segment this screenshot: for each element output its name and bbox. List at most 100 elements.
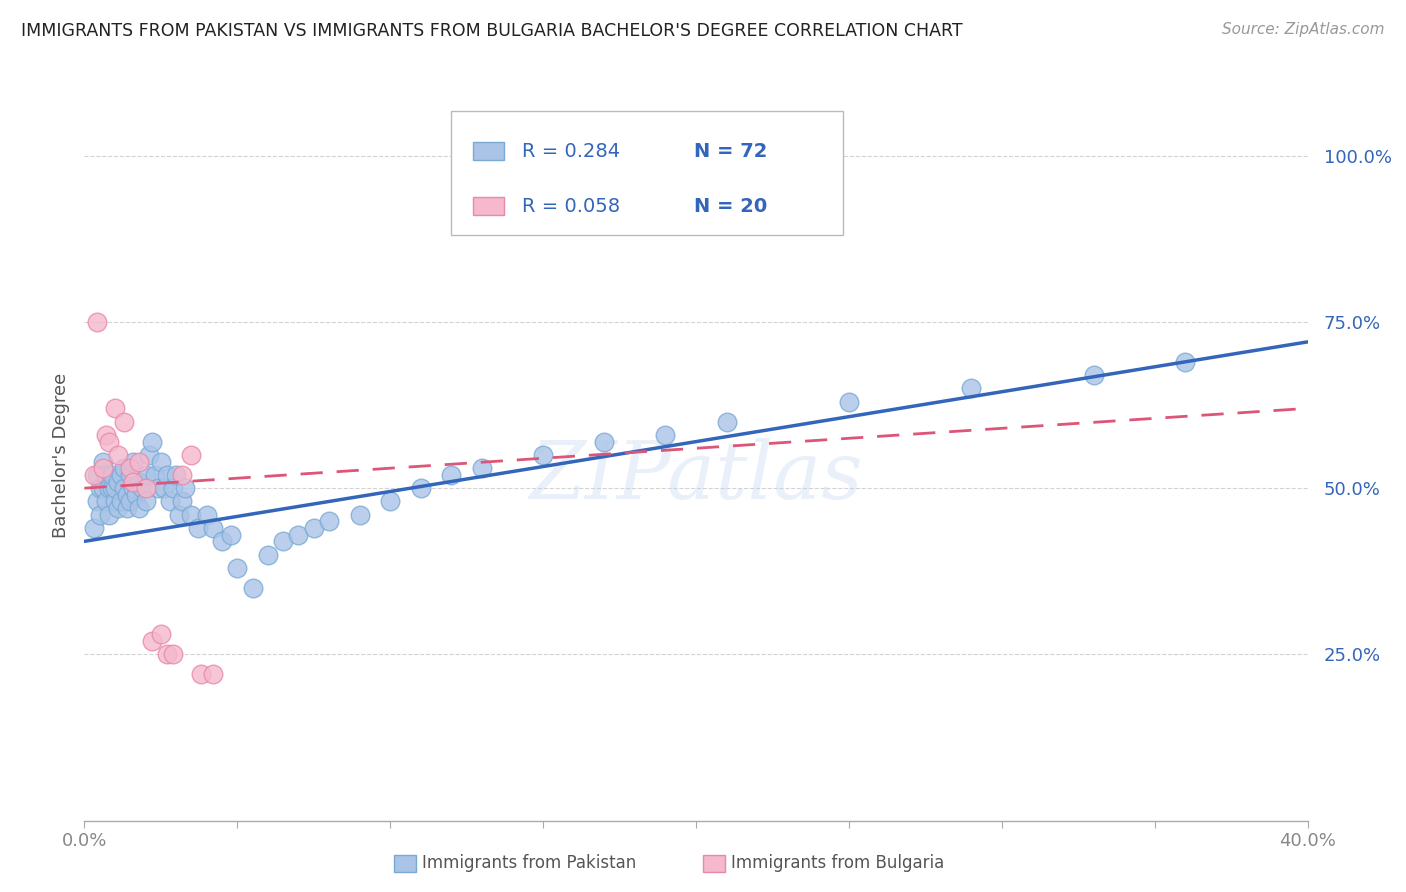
Point (122, 481, 145, 495)
Point (89, 481, 111, 495)
Point (91, 461, 114, 475)
Point (135, 481, 157, 495)
Point (83, 521, 105, 535)
Point (97, 481, 120, 495)
Point (156, 648, 179, 662)
Point (128, 475, 150, 489)
Point (115, 488, 138, 502)
Point (211, 534, 233, 549)
Point (83, 467, 105, 482)
Point (172, 467, 194, 482)
Point (257, 548, 280, 562)
Text: Source: ZipAtlas.com: Source: ZipAtlas.com (1222, 22, 1385, 37)
Point (120, 494, 142, 508)
Point (138, 448, 160, 462)
Point (271, 534, 294, 549)
Point (141, 634, 163, 648)
Bar (474, 197, 503, 215)
Point (120, 467, 142, 482)
Point (201, 521, 224, 535)
Point (180, 508, 202, 522)
Text: R = 0.058: R = 0.058 (522, 197, 620, 216)
Point (440, 467, 463, 482)
Text: Immigrants from Pakistan: Immigrants from Pakistan (422, 855, 636, 872)
Point (226, 561, 249, 575)
Text: R = 0.284: R = 0.284 (522, 142, 620, 161)
Point (86, 467, 108, 482)
Point (190, 667, 212, 681)
Point (86, 494, 108, 508)
Point (146, 481, 169, 495)
Text: N = 20: N = 20 (693, 197, 766, 216)
Point (107, 501, 129, 516)
Point (110, 494, 132, 508)
Point (91, 481, 114, 495)
Point (716, 415, 738, 429)
Point (107, 448, 129, 462)
Point (960, 381, 983, 395)
Point (107, 475, 129, 489)
Text: ZIPatlas: ZIPatlas (529, 438, 863, 516)
Text: Immigrants from Bulgaria: Immigrants from Bulgaria (731, 855, 945, 872)
Point (287, 527, 309, 541)
Point (94, 494, 117, 508)
Text: N = 72: N = 72 (693, 142, 766, 161)
Point (471, 461, 494, 475)
Point (349, 508, 371, 522)
Point (153, 481, 176, 495)
Point (302, 521, 325, 535)
Point (654, 428, 676, 442)
Point (149, 627, 172, 641)
Point (167, 508, 190, 522)
Point (162, 481, 184, 495)
Point (838, 394, 860, 409)
Point (135, 467, 157, 482)
Point (159, 494, 181, 508)
Y-axis label: Bachelor's Degree: Bachelor's Degree (52, 372, 70, 538)
Point (593, 434, 616, 449)
Point (128, 501, 150, 516)
Point (104, 494, 127, 508)
Point (104, 401, 127, 416)
Point (89, 508, 111, 522)
Point (1174, 355, 1197, 369)
Point (135, 494, 157, 508)
Point (125, 488, 148, 502)
Point (104, 481, 127, 495)
Point (186, 521, 208, 535)
Point (143, 467, 166, 482)
Point (86, 315, 108, 329)
Point (242, 581, 264, 595)
Point (115, 501, 138, 516)
Point (219, 527, 242, 541)
Point (91, 454, 114, 468)
Point (94, 467, 117, 482)
Point (380, 494, 402, 508)
Point (141, 434, 163, 449)
Point (201, 667, 224, 681)
Point (128, 454, 150, 468)
Point (149, 454, 172, 468)
Point (97, 434, 120, 449)
Point (101, 481, 124, 495)
Point (172, 494, 194, 508)
Point (101, 467, 124, 482)
Point (112, 415, 135, 429)
Point (180, 448, 202, 462)
Point (165, 467, 187, 482)
Point (122, 475, 145, 489)
Point (131, 481, 153, 495)
Point (174, 481, 197, 495)
Point (156, 467, 179, 482)
Point (162, 648, 184, 662)
Point (195, 508, 218, 522)
Text: IMMIGRANTS FROM PAKISTAN VS IMMIGRANTS FROM BULGARIA BACHELOR'S DEGREE CORRELATI: IMMIGRANTS FROM PAKISTAN VS IMMIGRANTS F… (21, 22, 963, 40)
Point (110, 467, 132, 482)
FancyBboxPatch shape (451, 112, 842, 235)
Point (1083, 368, 1105, 383)
Point (409, 481, 432, 495)
Point (112, 481, 135, 495)
Point (112, 461, 135, 475)
Point (531, 448, 554, 462)
Point (120, 461, 142, 475)
